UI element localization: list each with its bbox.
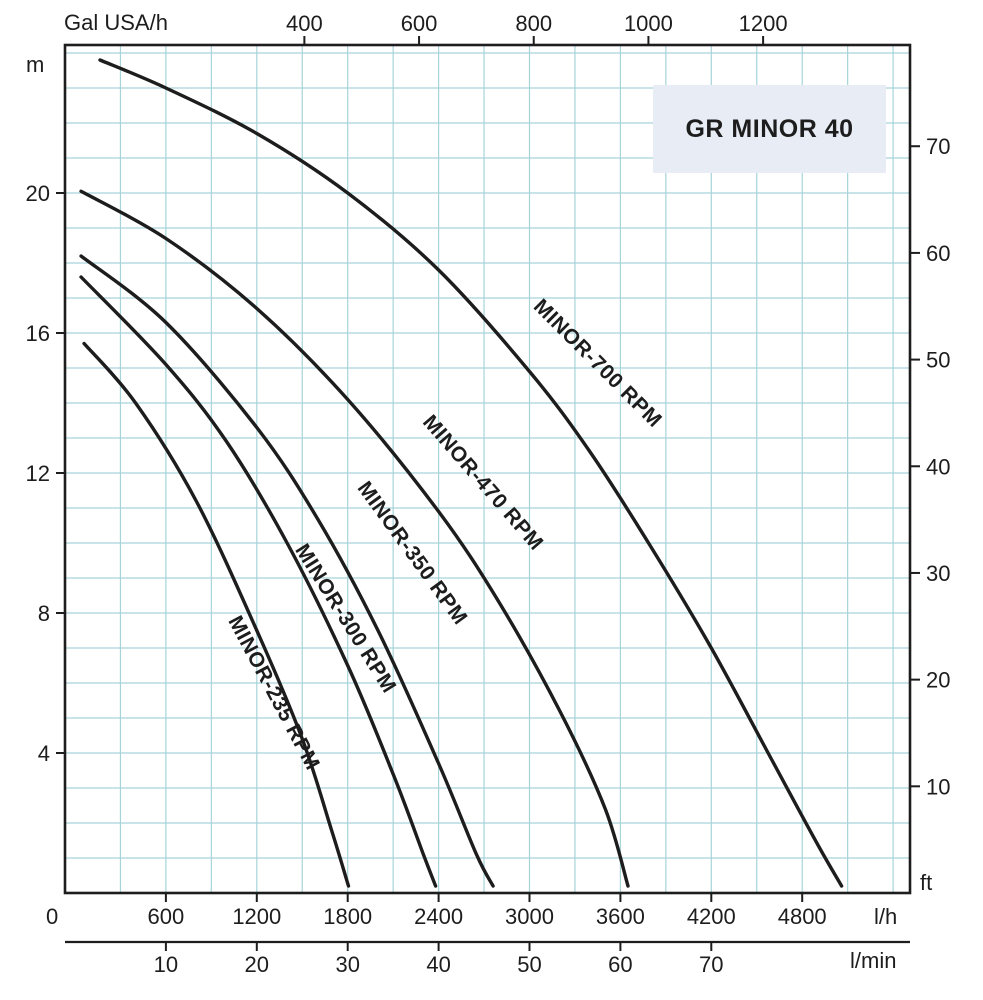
pump-curves — [79, 58, 844, 888]
curve-label-minor-350-rpm: MINOR-350 RPM — [353, 477, 472, 629]
model-badge: GR MINOR 40 — [653, 85, 886, 173]
bottom-lh-axis-unit-label: l/h — [874, 904, 898, 929]
curve-minor-700-rpm — [98, 58, 844, 888]
right-axis-tick-label: 30 — [926, 561, 950, 586]
bottom-lmin-axis-tick-label: 50 — [517, 952, 541, 977]
left-axis-tick-label: 8 — [38, 601, 50, 626]
left-axis-unit-label: m — [26, 52, 45, 77]
bottom-lh-axis-tick-label: 3000 — [505, 904, 554, 929]
origin-zero-label: 0 — [46, 904, 59, 929]
curve-label-minor-300-rpm: MINOR-300 RPM — [290, 540, 400, 697]
bottom-lmin-axis-tick-label: 40 — [426, 952, 450, 977]
curve-minor-470-rpm — [79, 189, 630, 888]
left-axis-tick-label: 12 — [26, 461, 50, 486]
bottom-lmin-axis-unit-label: l/min — [850, 948, 897, 973]
bottom-lh-axis-tick-label: 1200 — [232, 904, 281, 929]
bottom-lmin-axis-tick-label: 70 — [699, 952, 723, 977]
bottom-lh-axis-tick-label: 1800 — [323, 904, 372, 929]
bottom-lh-axis-tick-label: 2400 — [414, 904, 463, 929]
axis-ticks — [56, 36, 920, 951]
bottom-lmin-axis-tick-label: 10 — [154, 952, 178, 977]
top-axis-tick-label: 800 — [515, 11, 552, 36]
right-axis-tick-label: 60 — [926, 241, 950, 266]
top-axis-tick-label: 400 — [286, 11, 323, 36]
top-axis-tick-label: 1200 — [739, 11, 788, 36]
curve-label-minor-470-rpm: MINOR-470 RPM — [418, 411, 548, 555]
curve-minor-300-rpm — [79, 275, 438, 888]
bottom-lh-axis-tick-label: 600 — [148, 904, 185, 929]
bottom-lh-axis-tick-label: 4800 — [778, 904, 827, 929]
curve-minor-235-rpm — [82, 341, 351, 888]
bottom-lh-axis-tick-label: 4200 — [687, 904, 736, 929]
right-axis-tick-label: 10 — [926, 774, 950, 799]
top-axis-tick-label: 1000 — [624, 11, 673, 36]
left-axis-tick-label: 16 — [26, 321, 50, 346]
right-axis-tick-label: 50 — [926, 348, 950, 373]
top-axis-tick-label: 600 — [401, 11, 438, 36]
bottom-lmin-axis-tick-label: 20 — [245, 952, 269, 977]
bottom-lmin-axis-tick-label: 30 — [335, 952, 359, 977]
model-badge-label: GR MINOR 40 — [685, 114, 854, 143]
left-axis-tick-label: 20 — [26, 181, 50, 206]
right-axis-tick-label: 70 — [926, 134, 950, 159]
bottom-lmin-axis-tick-label: 60 — [608, 952, 632, 977]
right-axis-tick-label: 40 — [926, 454, 950, 479]
left-axis-tick-label: 4 — [38, 741, 50, 766]
top-axis-unit-label: Gal USA/h — [64, 10, 168, 35]
curve-minor-350-rpm — [79, 254, 495, 888]
bottom-lh-axis-tick-label: 3600 — [596, 904, 645, 929]
right-axis-tick-label: 20 — [926, 668, 950, 693]
curve-label-minor-700-rpm: MINOR-700 RPM — [529, 295, 666, 432]
right-axis-unit-label: ft — [920, 870, 933, 895]
curve-label-minor-235-rpm: MINOR-235 RPM — [223, 612, 324, 774]
plot-border — [63, 43, 912, 895]
